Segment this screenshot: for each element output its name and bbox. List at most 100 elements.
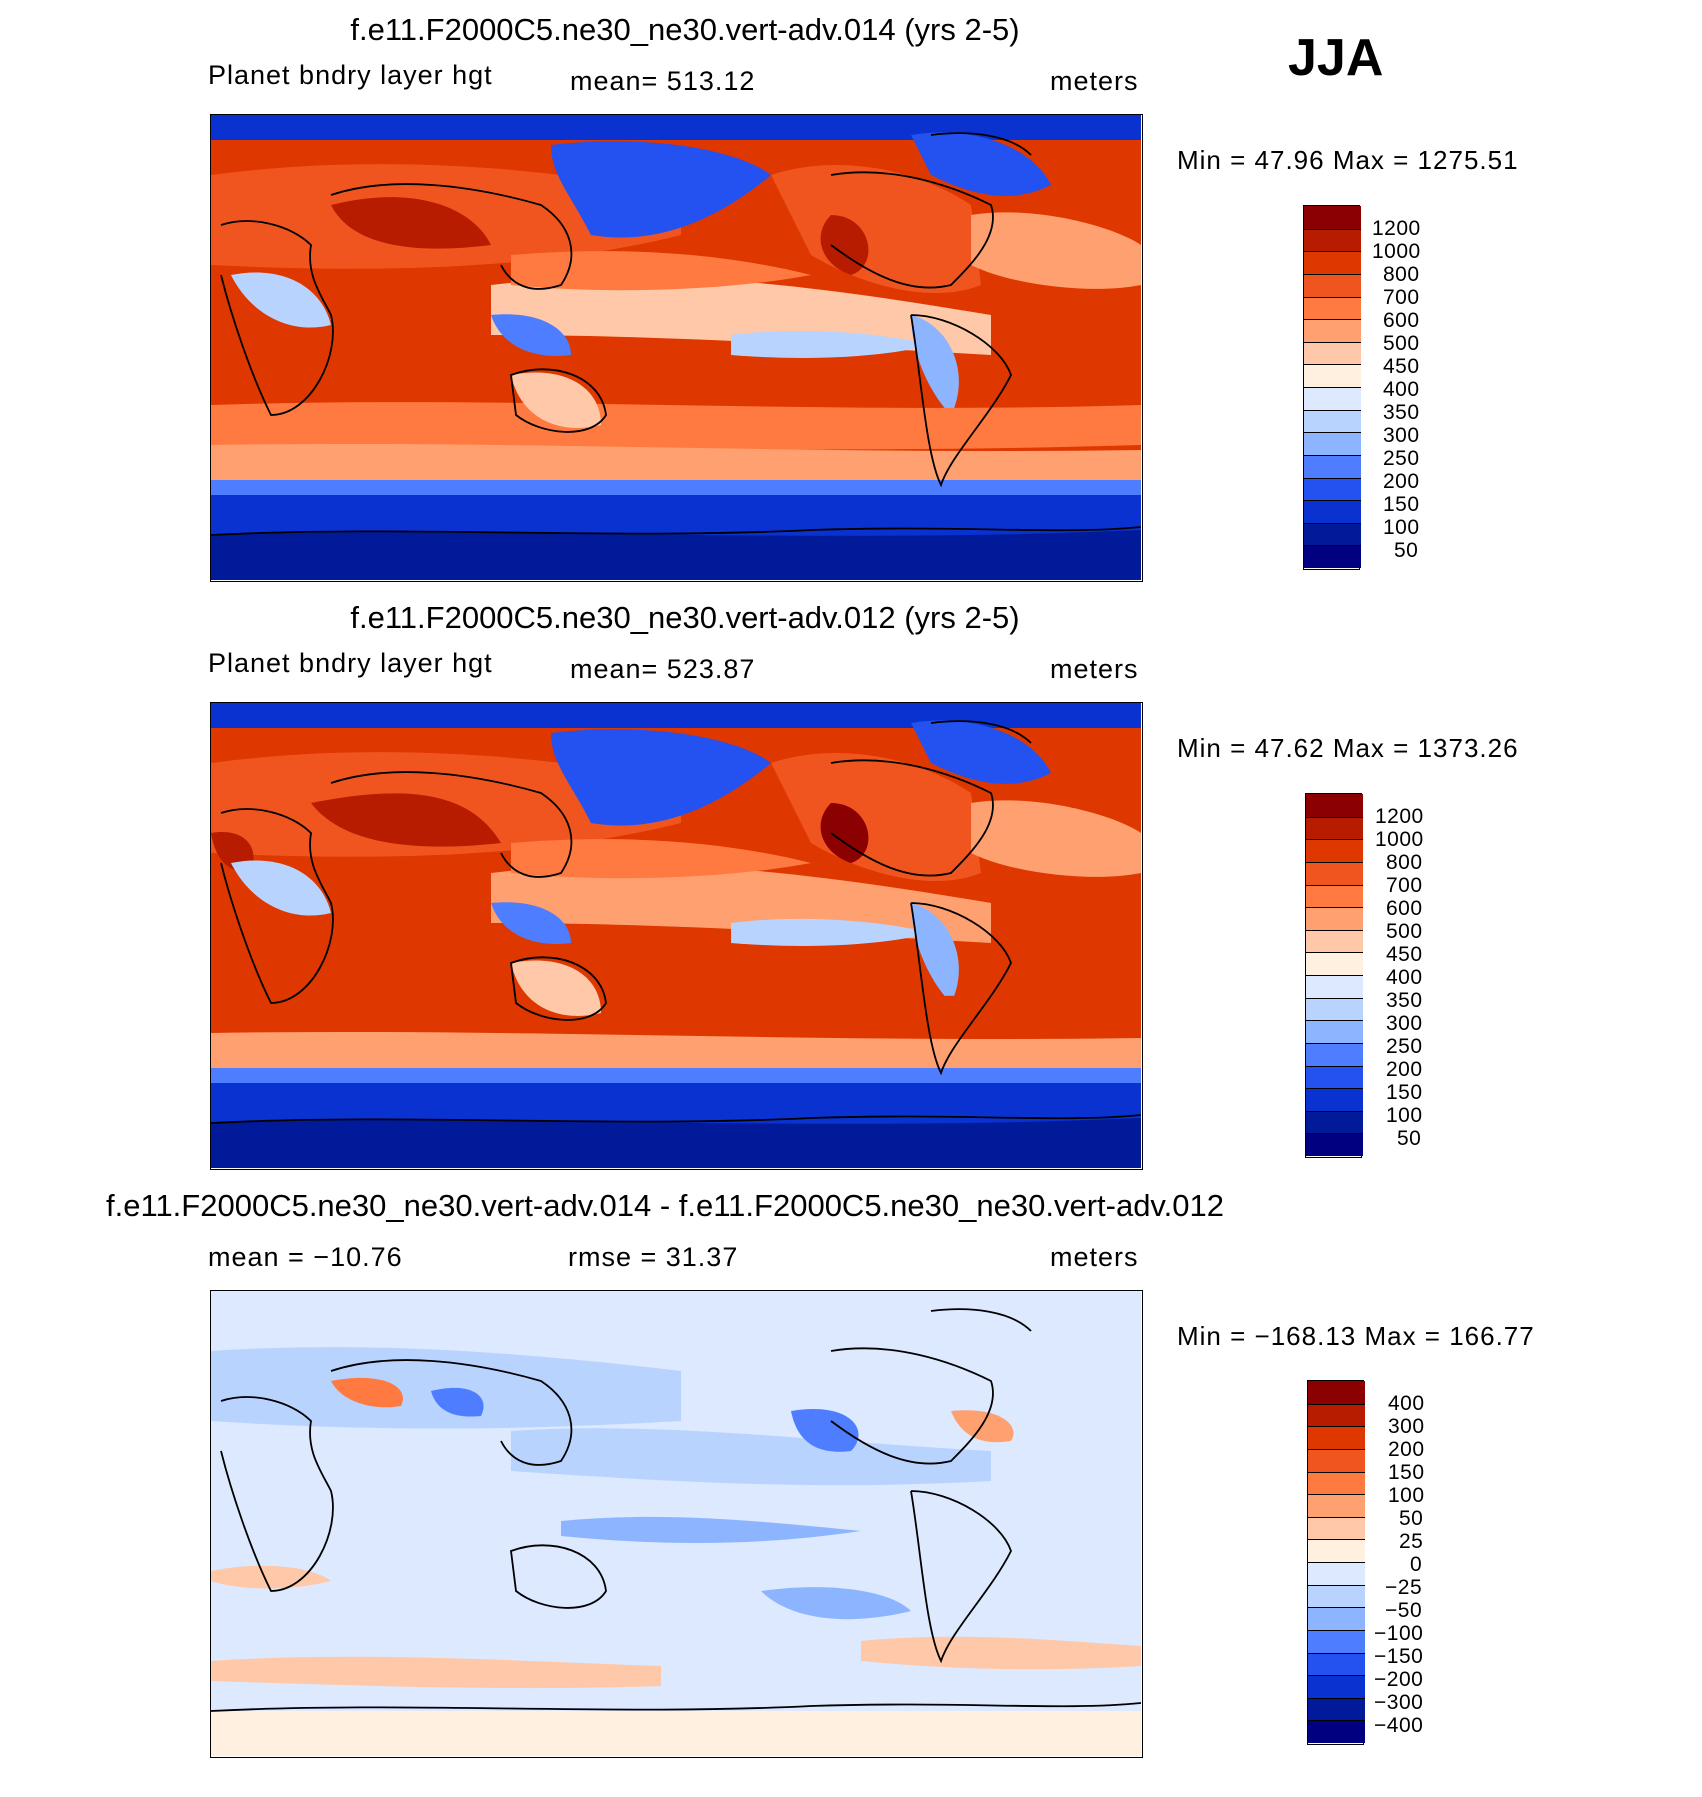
- colorbar-middle-label: 700: [1386, 874, 1423, 897]
- colorbar-bottom-label: −50: [1385, 1599, 1423, 1622]
- colorbar-bottom-label: −150: [1374, 1645, 1424, 1668]
- colorbar-swatch: [1304, 228, 1361, 252]
- colorbar-swatch: [1306, 1110, 1363, 1134]
- colorbar-swatch: [1306, 997, 1363, 1021]
- colorbar-swatch: [1304, 364, 1361, 387]
- colorbar-swatch: [1308, 1607, 1365, 1630]
- panel-minmax-bottom: Min = −168.13 Max = 166.77: [1177, 1321, 1535, 1351]
- map-bottom-svg: [211, 1291, 1141, 1756]
- colorbar-swatch: [1306, 907, 1363, 930]
- colorbar-swatch: [1308, 1471, 1365, 1495]
- panel-units-bottom: meters: [1050, 1242, 1139, 1272]
- map-top-svg: [211, 115, 1141, 580]
- panel-mean-top: mean= 513.12: [570, 66, 756, 96]
- colorbar-top-label: 600: [1383, 309, 1420, 332]
- colorbar-top-label: 450: [1383, 355, 1420, 378]
- colorbar-middle-label: 1000: [1375, 828, 1424, 851]
- colorbar-top-label: 200: [1383, 470, 1420, 493]
- colorbar-top-label: 1200: [1372, 217, 1421, 240]
- colorbar-bottom-label: 300: [1388, 1415, 1425, 1438]
- colorbar-swatch: [1308, 1697, 1365, 1721]
- colorbar-swatch: [1304, 387, 1361, 410]
- colorbar-top-label: 50: [1394, 539, 1419, 562]
- colorbar-swatch: [1304, 454, 1361, 478]
- panel-title-middle: f.e11.F2000C5.ne30_ne30.vert-adv.012 (yr…: [350, 600, 1020, 635]
- colorbar-swatch: [1308, 1652, 1365, 1676]
- colorbar-swatch: [1308, 1448, 1365, 1472]
- colorbar-bottom-label: −25: [1385, 1576, 1423, 1599]
- map-middle: [210, 702, 1143, 1170]
- panel-rmse-bottom: rmse = 31.37: [568, 1242, 739, 1272]
- panel-variable-middle: Planet bndry layer hgt: [208, 648, 493, 678]
- season-label: JJA: [1288, 29, 1384, 87]
- colorbar-bottom-label: 400: [1388, 1392, 1425, 1415]
- colorbar-swatch: [1304, 409, 1361, 433]
- colorbar-top-label: 700: [1383, 286, 1420, 309]
- colorbar-swatch: [1304, 206, 1361, 229]
- colorbar-top-label: 350: [1383, 401, 1420, 424]
- colorbar-bottom: [1307, 1380, 1365, 1745]
- colorbar-swatch: [1308, 1381, 1365, 1404]
- colorbar-top-labels: 1200 1000 800 700 600 500 450 400 350 30…: [1372, 205, 1492, 570]
- colorbar-bottom-label: 100: [1388, 1484, 1425, 1507]
- colorbar-swatch: [1306, 929, 1363, 953]
- colorbar-swatch: [1306, 861, 1363, 885]
- colorbar-swatch: [1306, 839, 1363, 862]
- colorbar-bottom-label: 25: [1399, 1530, 1424, 1553]
- colorbar-middle-label: 400: [1386, 966, 1423, 989]
- colorbar-swatch: [1304, 500, 1361, 523]
- colorbar-top-label: 400: [1383, 378, 1420, 401]
- colorbar-bottom-label: 200: [1388, 1438, 1425, 1461]
- colorbar-middle-label: 600: [1386, 897, 1423, 920]
- colorbar-swatch: [1306, 975, 1363, 998]
- colorbar-swatch: [1304, 522, 1361, 546]
- colorbar-swatch: [1306, 1088, 1363, 1111]
- colorbar-middle-label: 200: [1386, 1058, 1423, 1081]
- colorbar-swatch: [1304, 341, 1361, 365]
- colorbar-middle-label: 1200: [1375, 805, 1424, 828]
- map-middle-svg: [211, 703, 1141, 1168]
- colorbar-bottom-label: 50: [1399, 1507, 1424, 1530]
- panel-minmax-middle: Min = 47.62 Max = 1373.26: [1177, 733, 1519, 763]
- panel-minmax-top: Min = 47.96 Max = 1275.51: [1177, 145, 1519, 175]
- colorbar-swatch: [1308, 1426, 1365, 1449]
- colorbar-swatch: [1306, 816, 1363, 840]
- colorbar-top-label: 500: [1383, 332, 1420, 355]
- colorbar-top-label: 1000: [1372, 240, 1421, 263]
- colorbar-swatch: [1304, 545, 1361, 568]
- colorbar-swatch: [1308, 1562, 1365, 1585]
- colorbar-swatch: [1304, 251, 1361, 274]
- colorbar-middle-labels: 1200 1000 800 700 600 500 450 400 350 30…: [1375, 793, 1495, 1158]
- colorbar-top-label: 100: [1383, 516, 1420, 539]
- colorbar-swatch: [1308, 1494, 1365, 1517]
- colorbar-bottom-label: −400: [1374, 1714, 1424, 1737]
- colorbar-middle-label: 350: [1386, 989, 1423, 1012]
- panel-title-bottom: f.e11.F2000C5.ne30_ne30.vert-adv.014 - f…: [106, 1188, 1224, 1223]
- colorbar-swatch: [1306, 1042, 1363, 1066]
- colorbar-swatch: [1308, 1584, 1365, 1608]
- colorbar-middle: [1305, 793, 1363, 1158]
- colorbar-bottom-labels: 400 300 200 150 100 50 25 0 −25 −50 −100…: [1374, 1380, 1497, 1745]
- panel-mean-bottom: mean = −10.76: [208, 1242, 403, 1272]
- colorbar-top-label: 150: [1383, 493, 1420, 516]
- map-top: [210, 114, 1143, 582]
- colorbar-top: [1303, 205, 1361, 570]
- colorbar-swatch: [1306, 1020, 1363, 1043]
- panel-units-top: meters: [1050, 66, 1139, 96]
- colorbar-swatch: [1304, 432, 1361, 455]
- colorbar-swatch: [1306, 1133, 1363, 1156]
- panel-title-top: f.e11.F2000C5.ne30_ne30.vert-adv.014 (yr…: [350, 12, 1020, 47]
- colorbar-middle-label: 250: [1386, 1035, 1423, 1058]
- colorbar-middle-label: 300: [1386, 1012, 1423, 1035]
- colorbar-swatch: [1308, 1539, 1365, 1562]
- colorbar-swatch: [1308, 1629, 1365, 1653]
- colorbar-swatch: [1308, 1403, 1365, 1427]
- colorbar-swatch: [1306, 952, 1363, 975]
- colorbar-bottom-label: −200: [1374, 1668, 1424, 1691]
- panel-mean-middle: mean= 523.87: [570, 654, 756, 684]
- colorbar-middle-label: 150: [1386, 1081, 1423, 1104]
- colorbar-swatch: [1308, 1516, 1365, 1540]
- colorbar-swatch: [1304, 477, 1361, 501]
- colorbar-middle-label: 100: [1386, 1104, 1423, 1127]
- colorbar-bottom-label: −300: [1374, 1691, 1424, 1714]
